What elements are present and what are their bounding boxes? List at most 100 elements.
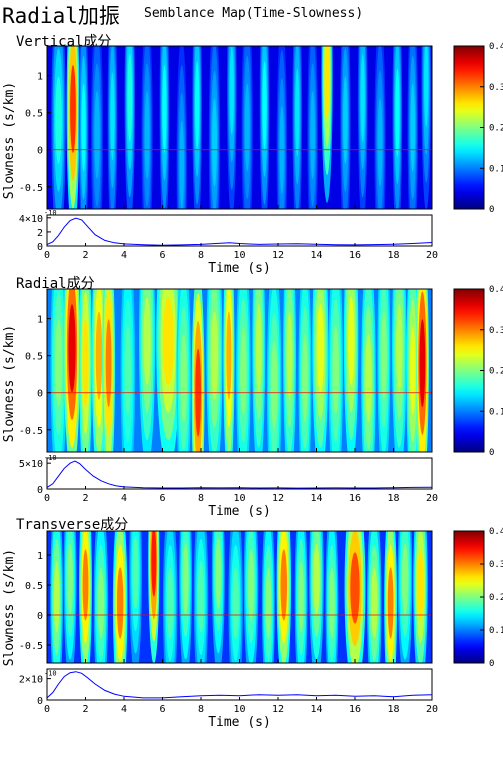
y-tick-label: 0	[37, 389, 43, 400]
semblance-band	[255, 304, 262, 393]
y-tick-label: -0.5	[19, 641, 43, 652]
y-tick-label: 1	[37, 315, 43, 326]
trace-frame	[46, 214, 433, 247]
semblance-band	[310, 90, 315, 179]
trace-x-tick-label: 6	[159, 493, 165, 504]
trace-y-tick-label: 0	[37, 242, 43, 253]
y-axis-label: Slowness (s/km)	[2, 82, 17, 199]
semblance-band	[419, 319, 426, 408]
trace-x-tick-label: 0	[44, 704, 50, 715]
trace-frame	[46, 457, 433, 490]
semblance-band	[295, 68, 300, 157]
trace-y-tick-label: 0	[37, 696, 43, 707]
semblance-band	[332, 326, 339, 415]
semblance-band	[82, 549, 89, 621]
trace-x-tick-label: 6	[159, 704, 165, 715]
semblance-band	[395, 68, 400, 157]
semblance-band	[302, 333, 308, 422]
semblance-band	[265, 567, 272, 639]
trace-x-tick-label: 2	[82, 704, 88, 715]
trace-x-tick-label: 2	[82, 493, 88, 504]
trace-line	[46, 217, 433, 246]
trace-x-tick-label: 8	[198, 250, 204, 261]
semblance-band	[240, 326, 247, 415]
semblance-band	[396, 304, 403, 393]
panel-title-radial: Radial成分	[16, 276, 95, 292]
semblance-band	[226, 311, 232, 400]
semblance-band	[144, 90, 150, 179]
semblance-band	[387, 567, 394, 639]
semblance-band	[210, 311, 219, 400]
y-tick-label: -0.5	[19, 426, 43, 437]
y-tick-label: 0.5	[25, 352, 43, 363]
colorbar-tick-label: 0.1	[489, 164, 503, 174]
semblance-band	[151, 531, 157, 597]
trace-x-tick-label: 20	[426, 704, 438, 715]
semblance-band	[324, 46, 330, 120]
trace-x-tick-label: 20	[426, 250, 438, 261]
semblance-band	[179, 120, 185, 209]
colorbar-tick-label: 0.3	[489, 560, 503, 570]
colorbar-tick-label: 0.3	[489, 83, 503, 93]
semblance-band	[401, 543, 409, 615]
semblance-band	[182, 543, 189, 615]
trace-x-tick-label: 18	[387, 493, 399, 504]
trace-x-tick-label: 10	[233, 250, 245, 261]
trace-line	[46, 671, 433, 699]
semblance-band	[105, 319, 112, 408]
trace-x-tick-label: 18	[387, 704, 399, 715]
semblance-band	[81, 83, 86, 172]
semblance-band	[180, 333, 187, 422]
trace-x-tick-label: 12	[272, 250, 284, 261]
colorbar-tick-label: 0.4	[489, 285, 503, 295]
semblance-band	[116, 567, 124, 639]
semblance-band	[67, 543, 73, 615]
trace-y-tick-label: 4×10	[19, 214, 43, 225]
figure-title: Radial加振	[2, 4, 120, 28]
semblance-band	[162, 296, 174, 385]
semblance-band	[410, 83, 416, 172]
semblance-map-0	[47, 46, 432, 209]
semblance-band	[286, 311, 293, 400]
map-background	[47, 46, 432, 209]
trace-x-tick-label: 12	[272, 704, 284, 715]
y-tick-label: -0.5	[19, 183, 43, 194]
trace-x-tick-label: 20	[426, 493, 438, 504]
semblance-band	[316, 304, 324, 393]
colorbar	[453, 45, 485, 210]
trace-x-tick-label: 4	[121, 493, 127, 504]
semblance-band	[95, 311, 103, 400]
semblance-band	[280, 549, 288, 621]
semblance-band	[247, 549, 255, 621]
trace-x-tick-label: 4	[121, 250, 127, 261]
trace-x-tick-label: 6	[159, 250, 165, 261]
semblance-band	[424, 46, 429, 128]
trace-x-tick-label: 14	[310, 704, 322, 715]
x-axis-label: Time (s)	[208, 504, 271, 519]
trace-y-tick-label: 2	[37, 228, 43, 239]
y-tick-label: 0.5	[25, 109, 43, 120]
y-tick-label: 1	[37, 551, 43, 562]
colorbar-tick-label: 0.3	[489, 326, 503, 336]
colorbar-tick-label: 0	[489, 205, 494, 215]
trace-exponent: -10	[44, 209, 57, 217]
semblance-band	[232, 567, 239, 639]
semblance-band	[329, 567, 335, 639]
trace-x-tick-label: 16	[349, 250, 361, 261]
trace-x-tick-label: 12	[272, 493, 284, 504]
y-tick-label: 0	[37, 146, 43, 157]
semblance-band	[215, 537, 222, 609]
trace-x-tick-label: 4	[121, 704, 127, 715]
semblance-band	[53, 561, 60, 633]
semblance-map-2	[47, 531, 432, 663]
semblance-band	[360, 53, 365, 142]
colorbar-tick-label: 0.4	[489, 42, 503, 52]
trace-exponent: -10	[44, 670, 57, 678]
semblance-band	[143, 296, 151, 385]
semblance-band	[124, 326, 132, 415]
trace-x-tick-label: 0	[44, 250, 50, 261]
colorbar	[453, 288, 485, 453]
semblance-band	[132, 537, 139, 609]
semblance-band	[417, 549, 424, 621]
